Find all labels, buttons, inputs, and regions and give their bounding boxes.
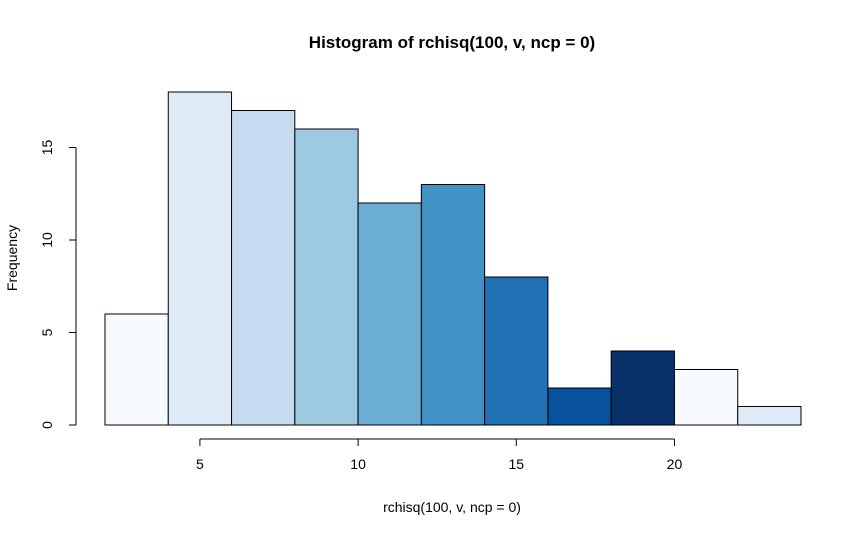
y-tick-label-0: 0 <box>39 421 55 429</box>
histogram-bar-8 <box>548 388 611 425</box>
x-axis: 5 10 15 20 <box>196 439 682 472</box>
histogram-bar-6 <box>421 185 484 426</box>
histogram-bar-9 <box>611 351 674 425</box>
x-tick-label-5: 5 <box>196 456 204 472</box>
x-tick-label-15: 15 <box>508 456 524 472</box>
y-axis-label: Frequency <box>4 225 20 291</box>
histogram-bar-11 <box>738 407 801 426</box>
histogram-bar-3 <box>232 111 295 426</box>
histogram-bar-10 <box>674 370 737 426</box>
histogram-bar-2 <box>168 92 231 425</box>
x-tick-label-10: 10 <box>350 456 366 472</box>
x-tick-label-20: 20 <box>667 456 683 472</box>
histogram-bar-7 <box>485 277 548 425</box>
histogram-bar-4 <box>295 129 358 425</box>
histogram-bar-5 <box>358 203 421 425</box>
y-axis: 0 5 10 15 <box>39 140 76 429</box>
x-axis-label: rchisq(100, v, ncp = 0) <box>383 499 521 515</box>
y-tick-label-5: 5 <box>39 328 55 336</box>
y-tick-label-15: 15 <box>39 140 55 156</box>
bars-group <box>105 92 801 425</box>
histogram-bar-1 <box>105 314 168 425</box>
chart-title: Histogram of rchisq(100, v, ncp = 0) <box>309 33 595 52</box>
y-tick-label-10: 10 <box>39 232 55 248</box>
histogram-chart: Histogram of rchisq(100, v, ncp = 0) 5 10… <box>0 0 868 536</box>
